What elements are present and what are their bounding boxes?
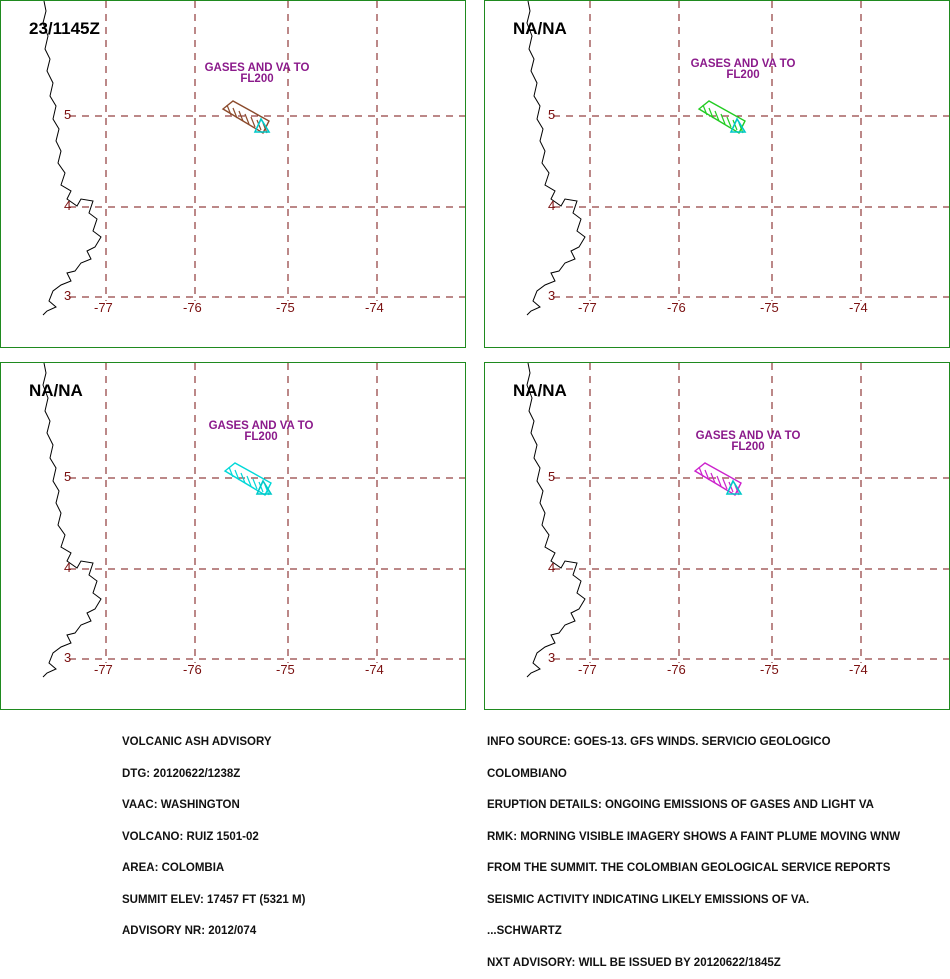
ash-cloud-label-line: GASES AND VA TO (690, 58, 796, 70)
map-canvas (42, 1, 465, 316)
map-panel-2: NA/NA GASES AND VA TO FL200 5 4 3 -77 -76 -75 -74 (484, 0, 950, 348)
map-panel-3: NA/NA GASES AND VA TO FL200 5 4 3 -77 -76 -75 -74 (0, 362, 466, 710)
map-canvas (526, 1, 949, 316)
remarks-line: ERUPTION DETAILS: ONGOING EMISSIONS OF G… (487, 799, 874, 811)
coastline (526, 363, 586, 678)
remarks-line: ...SCHWARTZ (487, 925, 562, 937)
volcano-triangle-icon (725, 479, 743, 495)
latitude-label: 4 (548, 560, 556, 575)
ash-cloud-label: GASES AND VA TO FL200 (663, 58, 823, 81)
latitude-label: 5 (64, 469, 72, 484)
longitude-label: -76 (667, 300, 686, 315)
volcano-triangle-icon (255, 479, 273, 495)
volcano-triangle-icon (729, 117, 747, 133)
longitude-label: -77 (94, 300, 113, 315)
advisory-info: VOLCANIC ASH ADVISORY DTG: 20120622/1238… (122, 716, 305, 947)
longitude-label: -77 (578, 300, 597, 315)
coastline (42, 1, 102, 316)
longitude-label: -76 (183, 300, 202, 315)
longitude-label: -74 (849, 300, 868, 315)
longitude-label: -75 (760, 300, 779, 315)
panel-valid-time: 23/1145Z (29, 19, 100, 38)
panel-valid-time: NA/NA (513, 19, 567, 38)
remarks-line: SEISMIC ACTIVITY INDICATING LIKELY EMISS… (487, 893, 810, 906)
longitude-label: -74 (849, 662, 868, 677)
remarks-info: INFO SOURCE: GOES-13. GFS WINDS. SERVICI… (487, 716, 900, 979)
latitude-label: 3 (548, 288, 556, 303)
ash-cloud-label: GASES AND VA TO FL200 (668, 430, 828, 453)
latitude-label: 4 (64, 560, 72, 575)
ash-plume (223, 462, 272, 496)
longitude-label: -75 (760, 662, 779, 677)
ash-cloud-label-level: FL200 (240, 73, 274, 85)
advisory-line: ADVISORY NR: 2012/074 (122, 925, 257, 937)
longitude-label: -76 (667, 662, 686, 677)
map-canvas (526, 363, 949, 678)
panel-valid-time: NA/NA (513, 381, 567, 400)
latitude-label: 5 (548, 107, 556, 122)
ash-plume (221, 100, 270, 134)
remarks-line: COLOMBIANO (487, 767, 567, 780)
advisory-line: DTG: 20120622/1238Z (122, 767, 241, 780)
longitude-label: -75 (276, 300, 295, 315)
ash-plume (697, 100, 746, 134)
advisory-line: VOLCANO: RUIZ 1501-02 (122, 830, 259, 843)
advisory-line: VAAC: WASHINGTON (122, 799, 240, 811)
latitude-label: 3 (64, 288, 72, 303)
map-panel-1: 23/1145Z GASES AND VA TO FL200 5 4 3 -77 -76 -75… (0, 0, 466, 348)
latitude-label: 5 (548, 469, 556, 484)
ash-cloud-label-level: FL200 (244, 431, 278, 443)
remarks-line: FROM THE SUMMIT. THE COLOMBIAN GEOLOGICA… (487, 862, 891, 874)
ash-cloud-label-line: GASES AND VA TO (208, 420, 314, 432)
latitude-label: 3 (548, 650, 556, 665)
longitude-label: -76 (183, 662, 202, 677)
coastline (526, 1, 586, 316)
remarks-line: RMK: MORNING VISIBLE IMAGERY SHOWS A FAI… (487, 830, 901, 843)
coastline (42, 363, 102, 678)
ash-cloud-label-level: FL200 (726, 69, 760, 81)
latitude-label: 5 (64, 107, 72, 122)
advisory-line: VOLCANIC ASH ADVISORY (122, 736, 272, 748)
map-panel-4: NA/NA GASES AND VA TO FL200 5 4 3 -77 -76 -75 -74 (484, 362, 950, 710)
ash-cloud-label-line: GASES AND VA TO (204, 62, 310, 74)
ash-cloud-label: GASES AND VA TO FL200 (181, 420, 341, 443)
panel-valid-time: NA/NA (29, 381, 83, 400)
latitude-label: 4 (548, 198, 556, 213)
longitude-label: -77 (94, 662, 113, 677)
latitude-label: 4 (64, 198, 72, 213)
latitude-label: 3 (64, 650, 72, 665)
longitude-label: -74 (365, 662, 384, 677)
advisory-line: AREA: COLOMBIA (122, 862, 225, 874)
longitude-label: -74 (365, 300, 384, 315)
ash-cloud-label-line: GASES AND VA TO (695, 430, 801, 442)
ash-cloud-label-level: FL200 (731, 441, 765, 453)
longitude-label: -75 (276, 662, 295, 677)
map-canvas (42, 363, 465, 678)
ash-cloud-label: GASES AND VA TO FL200 (177, 62, 337, 85)
volcano-triangle-icon (253, 117, 271, 133)
longitude-label: -77 (578, 662, 597, 677)
remarks-line: NXT ADVISORY: WILL BE ISSUED BY 20120622… (487, 956, 781, 969)
advisory-line: SUMMIT ELEV: 17457 FT (5321 M) (122, 893, 306, 906)
ash-plume (693, 462, 742, 496)
remarks-line: INFO SOURCE: GOES-13. GFS WINDS. SERVICI… (487, 736, 831, 748)
